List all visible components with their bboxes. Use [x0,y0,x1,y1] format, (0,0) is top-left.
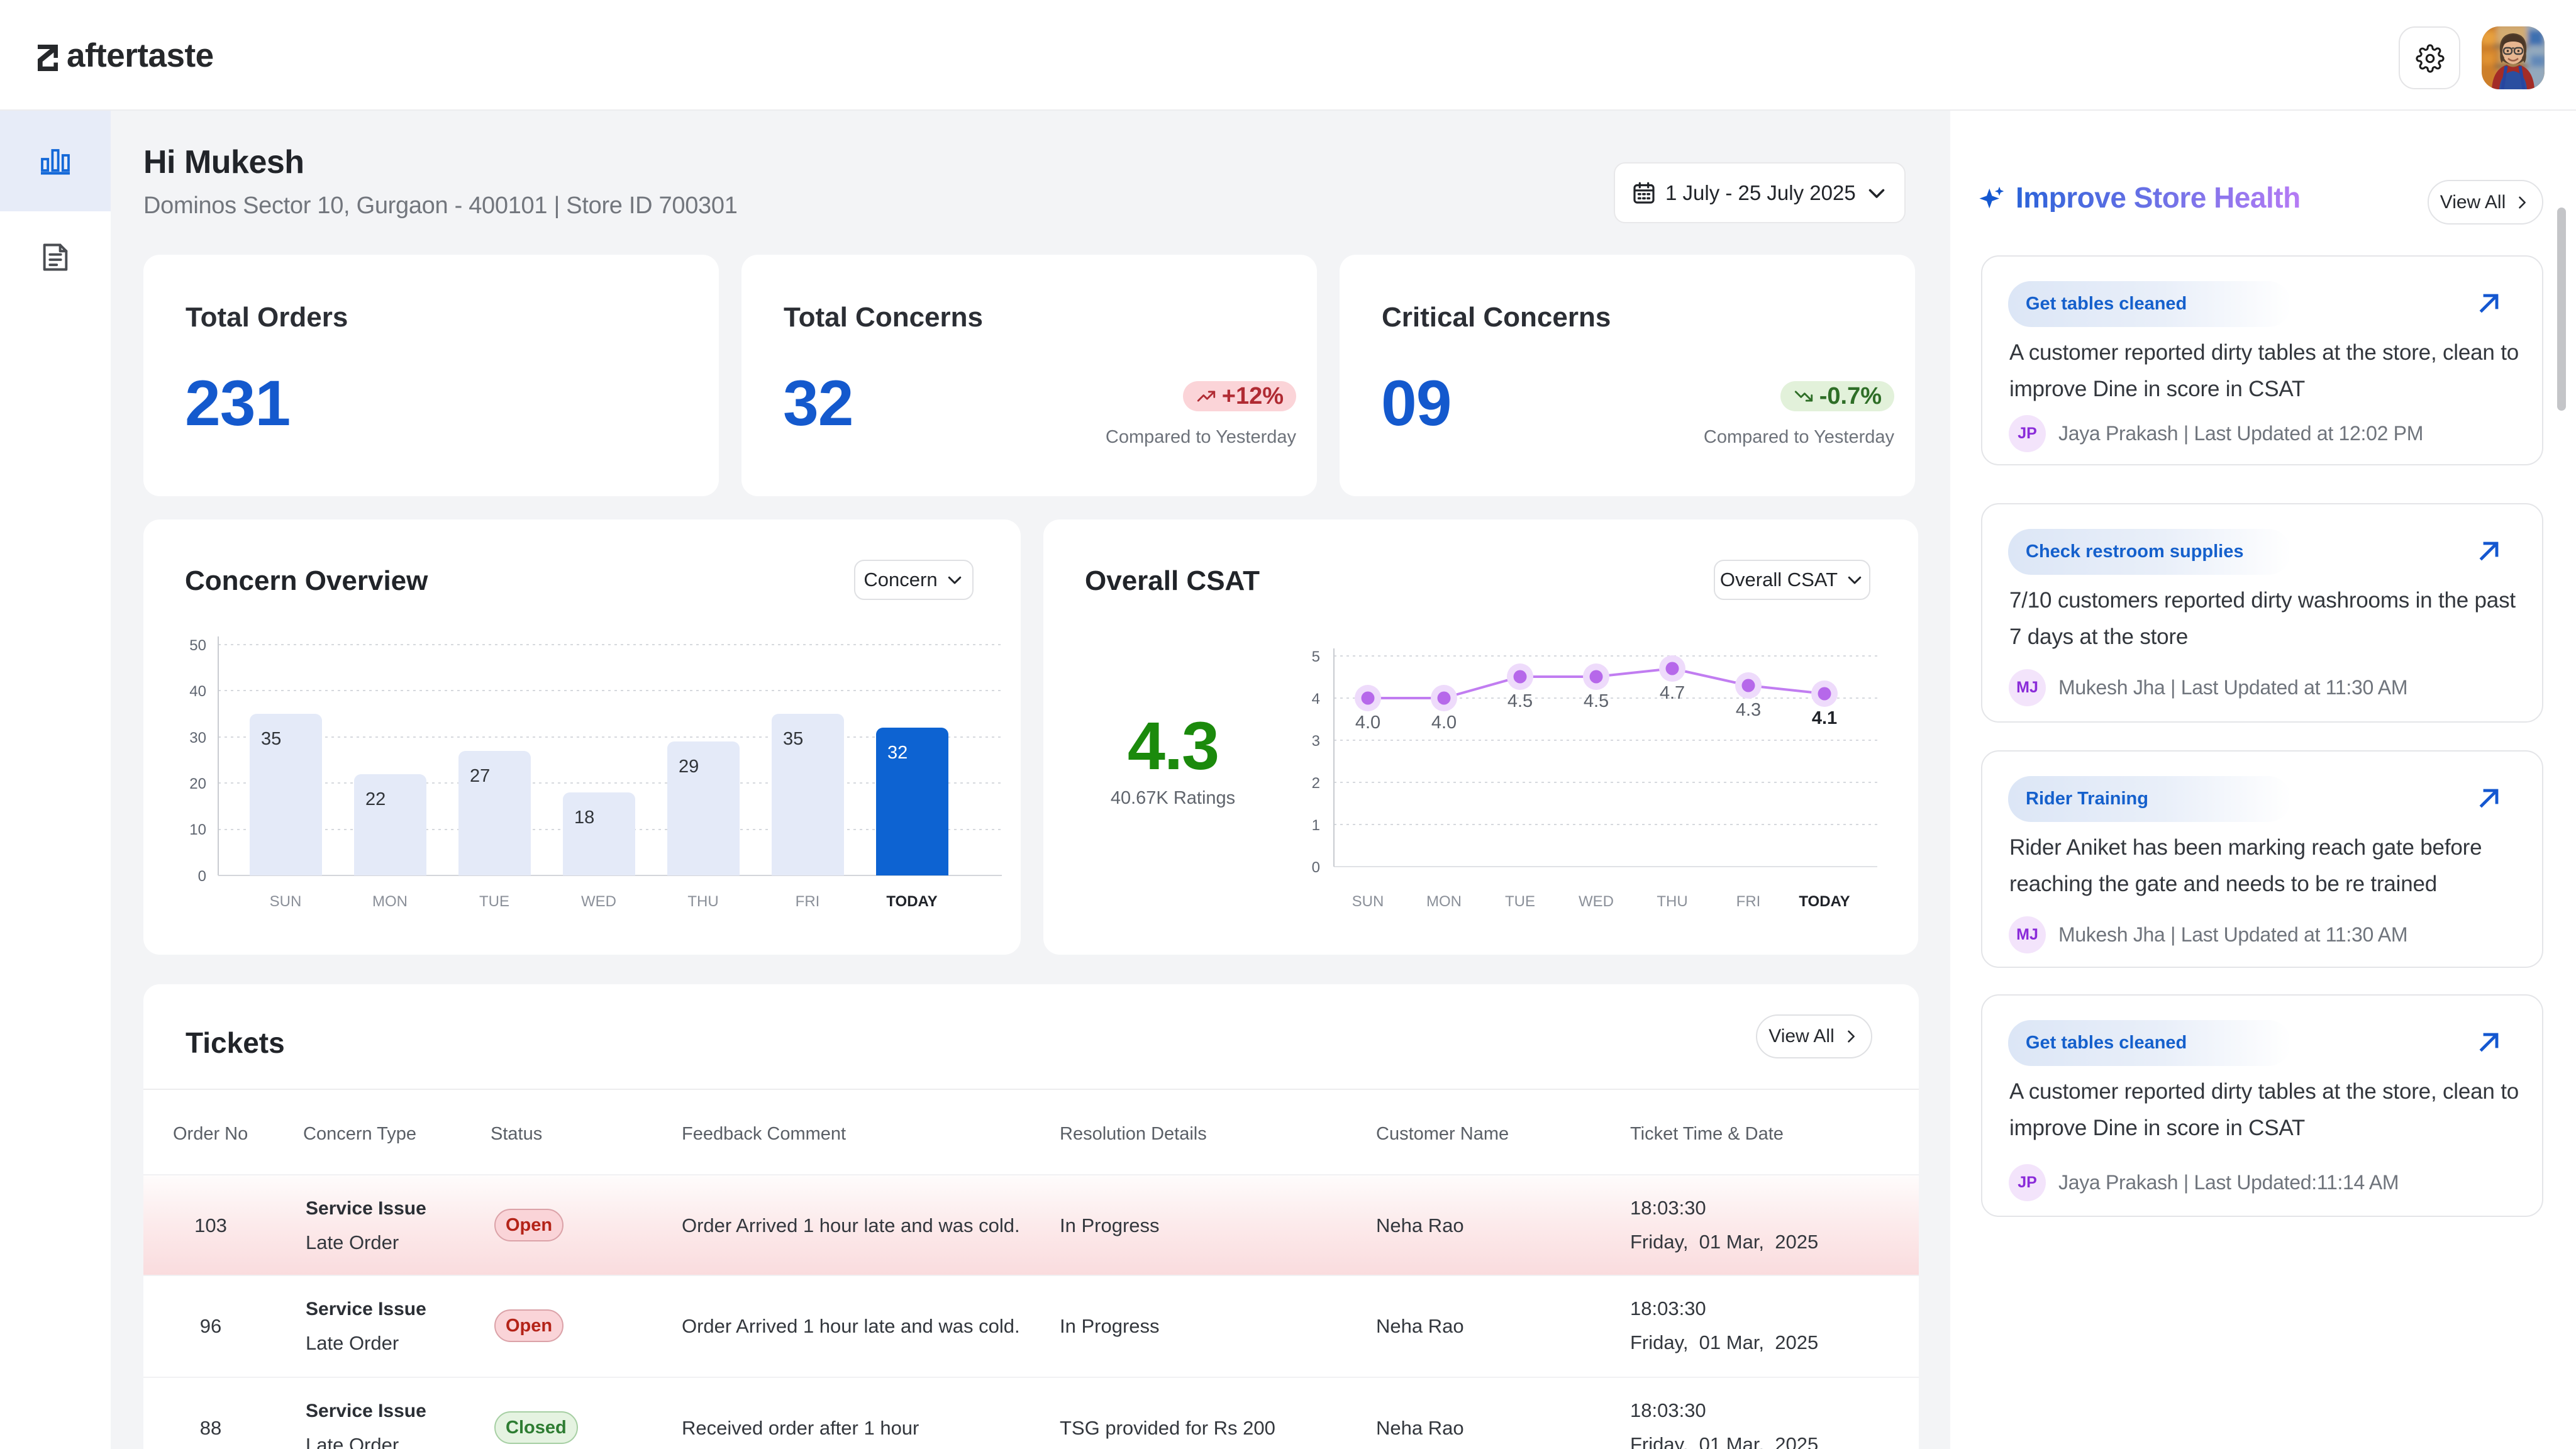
svg-text:29: 29 [679,757,699,777]
svg-text:22: 22 [365,789,386,809]
svg-text:WED: WED [1579,893,1614,910]
svg-text:SUN: SUN [270,893,302,910]
svg-text:THU: THU [1657,893,1687,910]
svg-text:5: 5 [1312,648,1320,665]
svg-text:10: 10 [189,821,206,838]
svg-text:35: 35 [261,729,281,749]
svg-text:4.3: 4.3 [1128,708,1218,784]
svg-text:TODAY: TODAY [886,893,937,910]
svg-text:WED: WED [581,893,616,910]
svg-text:32: 32 [887,743,908,763]
svg-text:4.3: 4.3 [1736,700,1761,720]
svg-text:THU: THU [687,893,718,910]
svg-text:4.1: 4.1 [1812,708,1837,728]
svg-text:4.5: 4.5 [1507,691,1533,711]
svg-text:35: 35 [783,729,803,749]
svg-text:4.5: 4.5 [1584,691,1609,711]
svg-text:0: 0 [198,868,206,885]
svg-text:30: 30 [189,730,206,747]
svg-text:TUE: TUE [1505,893,1535,910]
svg-text:FRI: FRI [796,893,820,910]
svg-text:18: 18 [574,808,594,828]
svg-text:MON: MON [372,893,408,910]
svg-text:1: 1 [1312,817,1320,834]
svg-text:0: 0 [1312,859,1320,876]
svg-text:20: 20 [189,775,206,792]
svg-text:40.67K Ratings: 40.67K Ratings [1111,788,1235,808]
svg-text:TODAY: TODAY [1799,893,1850,910]
svg-text:FRI: FRI [1736,893,1761,910]
svg-text:SUN: SUN [1352,893,1384,910]
svg-text:27: 27 [470,766,490,786]
svg-text:40: 40 [189,683,206,700]
svg-text:MON: MON [1426,893,1462,910]
svg-text:2: 2 [1312,775,1320,792]
svg-text:TUE: TUE [479,893,509,910]
svg-text:3: 3 [1312,733,1320,750]
svg-text:50: 50 [189,637,206,654]
svg-text:4: 4 [1312,691,1320,708]
svg-text:4.0: 4.0 [1355,713,1380,733]
svg-text:4.7: 4.7 [1660,683,1685,703]
svg-text:4.0: 4.0 [1431,713,1457,733]
